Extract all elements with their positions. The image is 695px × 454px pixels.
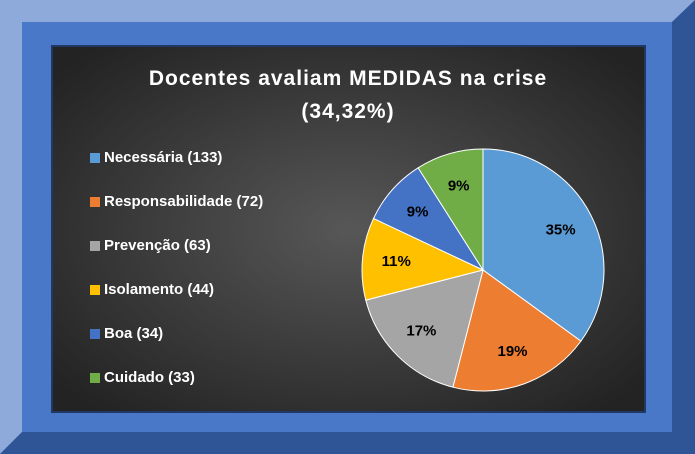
data-label: 9% bbox=[407, 203, 429, 220]
legend-swatch bbox=[90, 241, 100, 251]
legend-label: Necessária (133) bbox=[104, 149, 222, 166]
chart-title: Docentes avaliam MEDIDAS na crise (34,32… bbox=[148, 67, 548, 123]
data-label: 35% bbox=[546, 221, 576, 238]
pie-slice bbox=[417, 148, 484, 272]
legend-label: Isolamento (44) bbox=[104, 281, 214, 298]
pie-slice bbox=[482, 148, 605, 342]
legend-label: Cuidado (33) bbox=[104, 369, 195, 386]
legend-swatch bbox=[90, 197, 100, 207]
legend-label: Boa (34) bbox=[104, 325, 163, 342]
legend-label: Responsabilidade (72) bbox=[104, 193, 263, 210]
legend-swatch bbox=[90, 153, 100, 163]
pie-slice bbox=[361, 217, 485, 301]
data-label: 17% bbox=[406, 323, 436, 340]
pie-slice bbox=[452, 269, 582, 392]
data-label: 11% bbox=[382, 253, 411, 270]
data-label: 19% bbox=[497, 343, 527, 360]
legend-swatch bbox=[90, 373, 100, 383]
pie-slice bbox=[365, 269, 484, 388]
legend-label: Prevenção (63) bbox=[104, 237, 211, 254]
legend-swatch bbox=[90, 285, 100, 295]
legend-swatch bbox=[90, 329, 100, 339]
data-label: 9% bbox=[448, 177, 470, 194]
